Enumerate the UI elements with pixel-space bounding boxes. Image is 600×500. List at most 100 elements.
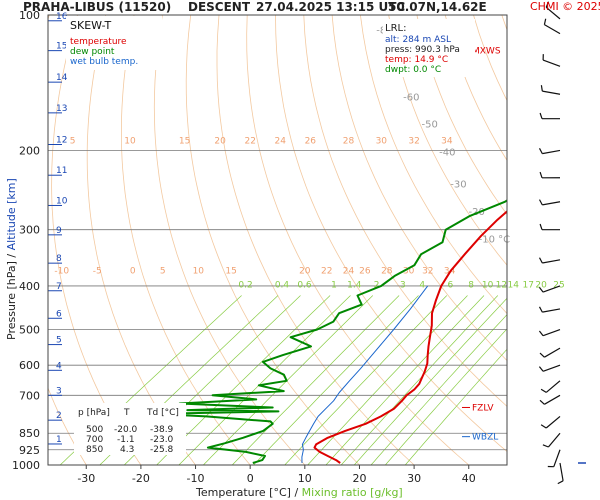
dry-adiabat-line	[360, 15, 507, 315]
mixing-ratio-label: 10	[482, 281, 494, 291]
axes: 1002003004005006007008509251000123456789…	[12, 9, 476, 485]
altitude-tick-label: 1	[56, 435, 62, 445]
legend-title: SKEW-T	[70, 19, 112, 32]
theta-e-label: 10	[193, 266, 205, 276]
mixing-ratio-label: 0.6	[297, 281, 312, 291]
coords-label: 50.07N,14.62E	[388, 0, 487, 14]
legend: SKEW-T temperature dew point wet bulb te…	[66, 16, 162, 70]
theta-e-label: -10	[54, 266, 69, 276]
wind-barb	[538, 364, 561, 372]
x-axis-sep: /	[294, 486, 298, 499]
svg-text:Pressure [hPa] / A: Pressure [hPa] / Altitude [km]	[5, 178, 18, 340]
pressure-tick-label: 200	[19, 145, 40, 158]
wind-barb	[540, 85, 561, 95]
pressure-tick-label: 925	[19, 444, 40, 457]
phase-label: DESCENT	[188, 0, 251, 14]
mixing-ratio-line	[325, 295, 485, 465]
wet-bulb-line	[301, 285, 429, 464]
mixing-ratio-label: 1.4	[347, 281, 362, 291]
mixing-ratio-line	[307, 295, 468, 465]
x-tick-label: 20	[353, 472, 367, 485]
theta-e-label: 15	[225, 266, 236, 276]
altitude-tick-label: 14	[56, 73, 68, 83]
theta-e-label: 30	[403, 266, 415, 276]
theta-e-label: 20	[214, 137, 226, 147]
table-header-t: T	[123, 408, 130, 418]
table-cell: -23.0	[150, 435, 174, 445]
altitude-tick-label: 4	[56, 361, 62, 371]
pressure-tick-label: 600	[19, 359, 40, 372]
wbzl-marker: WBZL	[472, 433, 498, 443]
fzlv-marker: FZLV	[472, 404, 494, 414]
x-tick-label: 30	[407, 472, 421, 485]
table-cell: 700	[86, 435, 103, 445]
wind-barb	[538, 285, 561, 293]
mixing-ratio-line	[353, 297, 507, 465]
y-axis-alt-label: Altitude [km]	[5, 178, 18, 250]
altitude-tick-label: 10	[56, 197, 68, 207]
mixing-ratio-line	[253, 295, 419, 465]
table-cell: -1.1	[117, 435, 135, 445]
wind-barb	[540, 380, 561, 393]
theta-e-label: 34	[441, 137, 453, 147]
summary-table: p [hPa] T Td [°C] 500 -20.0 -38.9 700 -1…	[74, 403, 186, 455]
lrl-title: LRL:	[385, 23, 406, 34]
pressure-tick-label: 400	[19, 280, 40, 293]
x-tick-label: 40	[462, 472, 476, 485]
mixing-ratio-label: 0.2	[238, 281, 252, 291]
table-cell: -25.8	[150, 445, 174, 455]
altitude-tick-label: 13	[56, 104, 67, 114]
wind-barb	[539, 112, 561, 120]
mixing-ratio-line	[231, 295, 400, 465]
mixing-ratio-label: 14	[507, 281, 519, 291]
mixing-ratio-label: 6	[448, 281, 454, 291]
mixing-ratio-label: 1	[331, 281, 337, 291]
legend-wet-bulb: wet bulb temp.	[70, 57, 138, 67]
table-cell: -20.0	[114, 425, 138, 435]
profile-series	[153, 199, 507, 464]
isotherm-label: -30	[450, 180, 466, 191]
pressure-tick-label: 700	[19, 389, 40, 402]
altitude-tick-label: 8	[56, 254, 62, 264]
mixing-ratio-line	[370, 314, 507, 465]
wind-barb	[538, 148, 561, 155]
x-tick-label: -20	[132, 472, 150, 485]
altitude-tick-label: 9	[56, 226, 62, 236]
pressure-tick-label: 300	[19, 224, 40, 237]
theta-e-label: 0	[130, 266, 136, 276]
x-axis-label: Temperature [°C]	[195, 486, 291, 499]
x-tick-label: -10	[187, 472, 205, 485]
theta-e-label: 30	[376, 137, 388, 147]
x-tick-label: 0	[247, 472, 254, 485]
legend-dew-point: dew point	[70, 47, 115, 57]
altitude-tick-label: 11	[56, 166, 67, 176]
temperature-line	[313, 210, 507, 464]
pressure-tick-label: 100	[19, 9, 40, 22]
theta-e-label: 28	[381, 266, 393, 276]
wind-barb	[540, 415, 561, 429]
theta-e-label: 32	[422, 266, 433, 276]
altitude-tick-label: 16	[56, 12, 68, 22]
lrl-box: LRL: alt: 284 m ASL press: 990.3 hPa tem…	[383, 19, 475, 77]
theta-e-label: 15	[179, 137, 190, 147]
mixing-ratio-label: 0.4	[275, 281, 290, 291]
mixing-ratio-line	[203, 295, 374, 465]
theta-e-label: 22	[244, 137, 255, 147]
wind-barb	[538, 199, 561, 206]
wind-barb	[539, 394, 561, 405]
mixing-ratio-label: 2	[374, 281, 380, 291]
x-axis-title: Temperature [°C] / Mixing ratio [g/kg]	[195, 486, 403, 499]
lrl-press: press: 990.3 hPa	[385, 45, 460, 55]
theta-e-label: 20	[299, 266, 311, 276]
theta-e-label: 32	[408, 137, 419, 147]
mixing-ratio-label: 3	[400, 281, 406, 291]
pressure-tick-label: 1000	[12, 459, 40, 472]
pressure-tick-label: 850	[19, 427, 40, 440]
table-cell: 500	[86, 425, 103, 435]
credit-label: CHMI © 2025	[530, 0, 600, 13]
wind-barb	[542, 54, 561, 67]
isotherm-label: -60	[403, 93, 419, 104]
theta-e-label: 24	[274, 137, 286, 147]
wind-barb	[547, 449, 561, 468]
